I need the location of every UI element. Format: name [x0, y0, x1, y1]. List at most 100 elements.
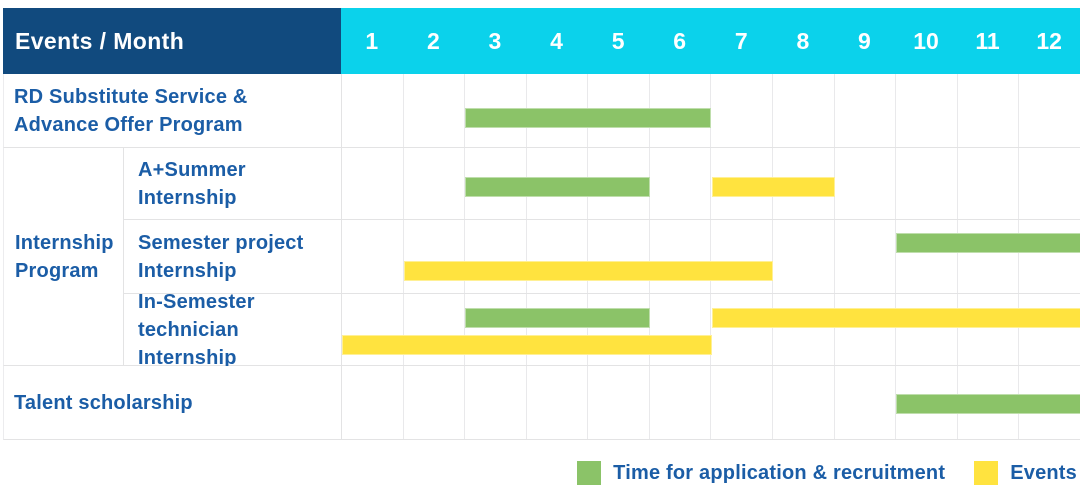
row-rd-substitute-service: RD Substitute Service & Advance Offer Pro…	[3, 74, 1080, 148]
grid-cell-m10	[896, 294, 958, 365]
a-plus-summer-internship-recruitment-bar-0	[465, 177, 650, 197]
grid-cell-m11	[958, 74, 1020, 147]
grid-cell-m1	[342, 294, 404, 365]
grid-cell-m4	[527, 366, 589, 439]
grid-cell-m3	[465, 220, 527, 293]
grid-cell-m8	[773, 366, 835, 439]
grid-cell-m9	[835, 366, 897, 439]
group-label-line: Internship	[15, 231, 114, 254]
grid-cell-m12	[1019, 294, 1080, 365]
rd-substitute-service-label: RD Substitute Service & Advance Offer Pro…	[4, 74, 342, 147]
grid-cell-m10	[896, 220, 958, 293]
rd-substitute-service-recruitment-bar-0	[465, 108, 712, 128]
talent-scholarship-grid	[342, 366, 1080, 439]
grid-cell-m3	[465, 294, 527, 365]
talent-scholarship-recruitment-bar-0	[896, 394, 1080, 414]
events-month-header: Events / Month	[3, 8, 341, 74]
in-semester-technician-internship-recruitment-bar-0	[465, 308, 650, 328]
label-line: Semester project	[138, 231, 304, 254]
label-line: A+Summer	[138, 158, 246, 181]
month-header-12: 12	[1036, 27, 1062, 54]
in-semester-technician-internship-grid	[342, 294, 1080, 365]
legend-events-swatch	[974, 461, 999, 485]
month-header-3: 3	[488, 27, 502, 54]
group-label-line: Program	[15, 259, 99, 282]
grid-cell-m6	[650, 220, 712, 293]
grid-cell-m12	[1019, 74, 1080, 147]
label-line: Internship	[138, 259, 237, 282]
legend: Time for application & recruitment Event…	[577, 455, 1077, 491]
events-month-header-label: Events / Month	[15, 27, 185, 54]
grid-cell-m9	[835, 220, 897, 293]
month-header-5: 5	[611, 27, 625, 54]
grid-cell-m9	[835, 294, 897, 365]
grid-cell-m3	[465, 366, 527, 439]
grid-cell-m8	[773, 294, 835, 365]
legend-recruitment-swatch	[577, 461, 602, 485]
grid-cell-m1	[342, 148, 404, 219]
grid-cell-m5	[588, 294, 650, 365]
a-plus-summer-internship-grid	[342, 148, 1080, 219]
grid-cell-m6	[650, 148, 712, 219]
grid-cell-m6	[650, 294, 712, 365]
grid-cell-m2	[404, 220, 466, 293]
grid-cell-m11	[958, 294, 1020, 365]
legend-events-label: Events	[1010, 461, 1077, 484]
in-semester-technician-internship-events-bar-1	[711, 308, 1080, 328]
month-header-7: 7	[734, 27, 748, 54]
grid-cell-m2	[404, 294, 466, 365]
semester-project-internship-grid	[342, 220, 1080, 293]
grid-cell-m12	[1019, 220, 1080, 293]
month-header-9: 9	[858, 27, 871, 54]
label-line: RD Substitute Service &	[14, 85, 248, 108]
grid-cell-m4	[527, 220, 589, 293]
in-semester-technician-internship-events-bar-2	[342, 335, 712, 355]
rd-substitute-service-grid	[342, 74, 1080, 147]
legend-recruitment-label: Time for application & recruitment	[613, 461, 946, 484]
month-header-row: 1 2 3 4 5 6 7 8 9 10 11 12	[341, 8, 1080, 74]
grid-cell-m8	[773, 74, 835, 147]
grid-cell-m2	[404, 148, 466, 219]
grid-cell-m7	[711, 294, 774, 365]
grid-cell-m10	[896, 148, 958, 219]
month-header-11: 11	[975, 27, 1000, 54]
grid-cell-m5	[588, 220, 650, 293]
grid-cell-m2	[404, 74, 466, 147]
internship-program-group-cell: Internship Program	[3, 148, 124, 366]
row-in-semester-technician-internship: In-Semester technician Internship	[3, 291, 1080, 369]
month-header-2: 2	[426, 27, 440, 54]
month-header-6: 6	[673, 27, 687, 54]
row-a-plus-summer-internship: A+Summer Internship	[3, 148, 1080, 220]
month-header-1: 1	[365, 27, 379, 54]
label-line: Internship	[138, 186, 237, 209]
grid-cell-m1	[342, 220, 404, 293]
label-line: In-Semester	[138, 290, 255, 313]
month-header-4: 4	[550, 27, 563, 54]
row-talent-scholarship: Talent scholarship	[3, 366, 1080, 440]
grid-cell-m10	[896, 74, 958, 147]
label-line: technician Internship	[138, 318, 239, 369]
grid-cell-m11	[958, 148, 1020, 219]
semester-project-internship-events-bar-1	[403, 261, 774, 281]
a-plus-summer-internship-events-bar-1	[711, 177, 835, 197]
label-line: Talent scholarship	[14, 391, 193, 414]
label-line: Advance Offer Program	[14, 113, 243, 136]
grid-cell-m8	[773, 220, 835, 293]
semester-project-internship-recruitment-bar-0	[896, 233, 1080, 253]
grid-cell-m7	[711, 74, 774, 147]
grid-cell-m9	[835, 148, 897, 219]
grid-cell-m6	[650, 366, 712, 439]
grid-cell-m12	[1019, 148, 1080, 219]
grid-cell-m9	[835, 74, 897, 147]
grid-cell-m7	[711, 220, 774, 293]
month-header-8: 8	[796, 27, 810, 54]
grid-cell-m4	[527, 294, 589, 365]
grid-cell-m1	[342, 366, 404, 439]
in-semester-technician-internship-label: In-Semester technician Internship	[125, 291, 342, 369]
grid-cell-m1	[342, 74, 404, 147]
grid-cell-m7	[711, 366, 774, 439]
grid-cell-m5	[588, 366, 650, 439]
semester-project-internship-label: Semester project Internship	[125, 220, 342, 293]
row-semester-project-internship: Semester project Internship	[3, 220, 1080, 294]
